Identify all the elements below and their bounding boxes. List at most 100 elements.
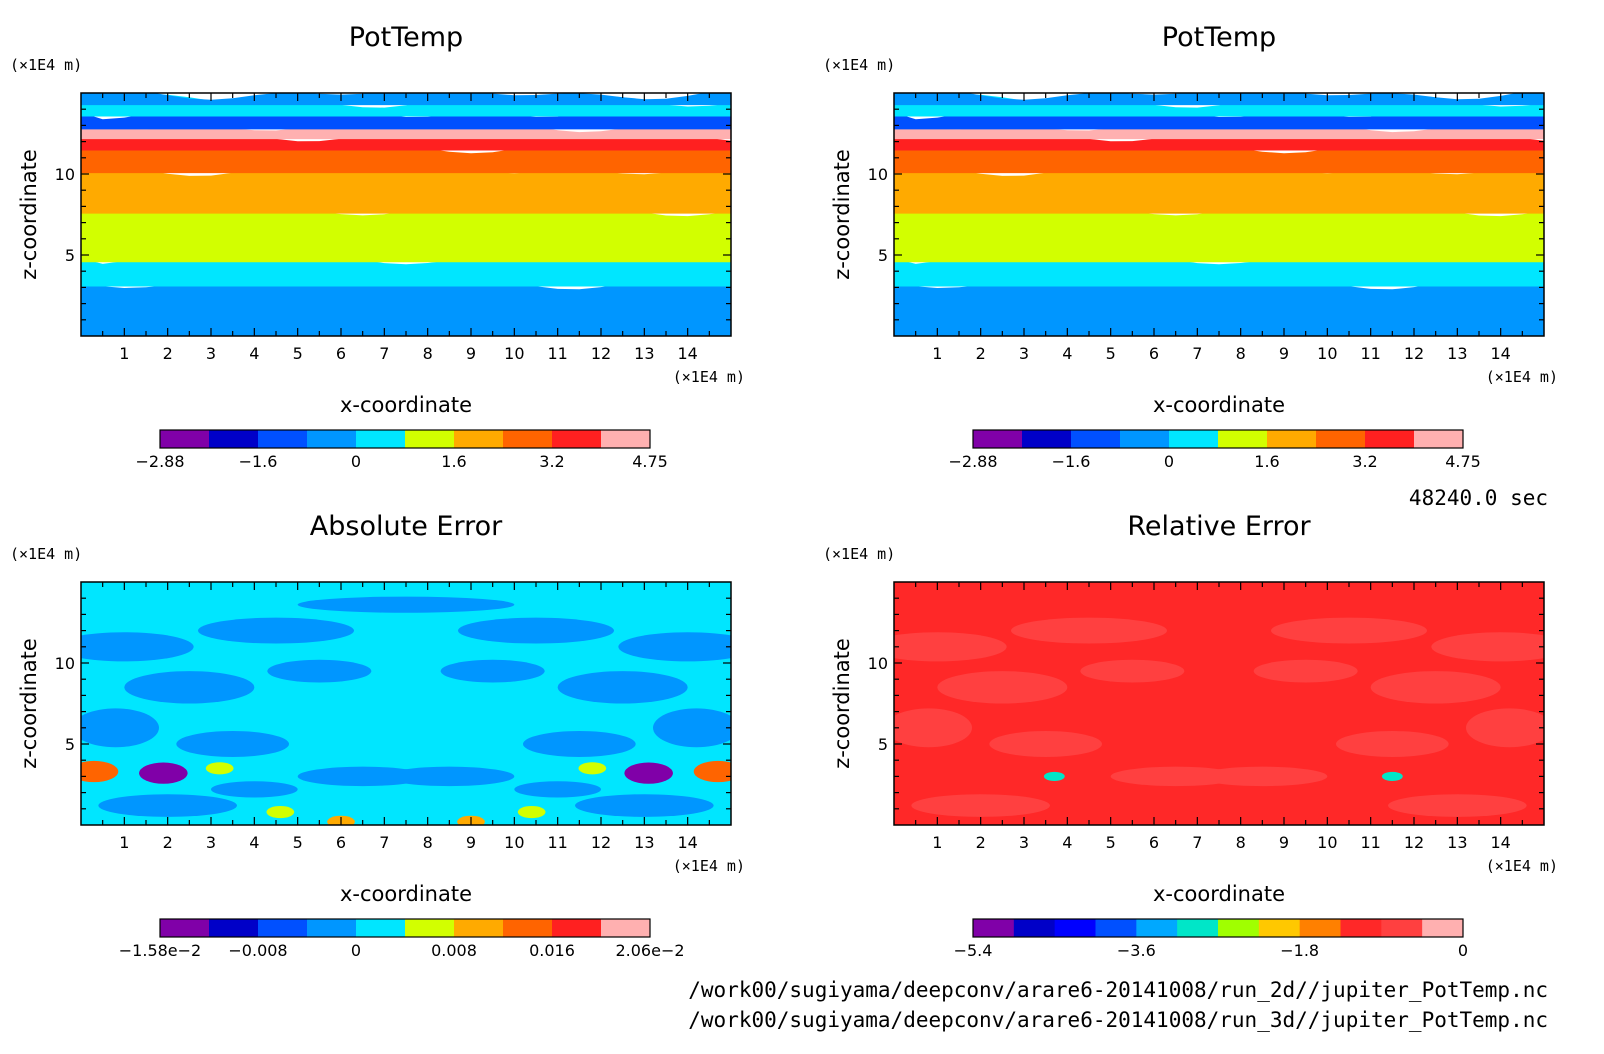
contour-patch <box>81 708 159 748</box>
x-tick-label: 3 <box>1019 344 1029 363</box>
contour-patch <box>937 671 1068 704</box>
colorbar-label: 0 <box>351 452 361 471</box>
colorbar-frame <box>972 918 1464 938</box>
colorbar-swatch <box>356 430 406 448</box>
contour-band <box>894 202 1544 263</box>
x-tick-label: 10 <box>504 833 524 852</box>
colorbar-swatch <box>356 919 406 937</box>
x-tick-label: 2 <box>976 833 986 852</box>
x-tick-label: 2 <box>163 344 173 363</box>
colorbar-label: 2.06e−2 <box>615 941 684 960</box>
panel-1: PotTemp (×1E4 m) (×1E4 m) x-coordinate z-coo… <box>823 22 1558 471</box>
x-tick-label: 13 <box>634 833 654 852</box>
contour-patch <box>297 596 515 613</box>
contour-spot <box>517 805 546 819</box>
panel-3: Relative Error (×1E4 m) (×1E4 m) x-coordina… <box>823 511 1558 960</box>
contour-field <box>81 93 731 336</box>
file-path-2: /work00/sugiyama/deepconv/arare6-2014100… <box>688 1008 1548 1032</box>
x-tick-label: 1 <box>932 344 942 363</box>
contour-patch <box>1271 617 1427 644</box>
contour-patch <box>458 617 614 644</box>
panel-2: Absolute Error (×1E4 m) (×1E4 m) x-coordina… <box>10 511 745 960</box>
contour-background <box>894 582 1544 825</box>
colorbar-swatch <box>503 430 553 448</box>
contour-patch <box>514 781 602 798</box>
colorbar-swatch <box>1365 430 1415 448</box>
colorbar-swatch <box>1136 919 1178 937</box>
chart-title: Absolute Error <box>310 511 503 542</box>
x-tick-label: 13 <box>1447 833 1467 852</box>
z-axis-label: z-coordinate <box>830 638 854 769</box>
contour-patch <box>1466 708 1544 748</box>
colorbar-swatch <box>552 919 602 937</box>
colorbar-swatch <box>1218 919 1260 937</box>
colorbar-swatch <box>1071 430 1121 448</box>
x-tick-label: 2 <box>976 344 986 363</box>
colorbar-swatch <box>405 430 455 448</box>
x-tick-label: 8 <box>423 344 433 363</box>
x-axis-label: x-coordinate <box>340 882 472 906</box>
x-tick-label: 12 <box>591 833 611 852</box>
x-unit-label: (×1E4 m) <box>1486 857 1558 875</box>
contour-patch <box>384 766 515 787</box>
colorbar-label: −0.008 <box>228 941 287 960</box>
contour-patch <box>1370 671 1501 704</box>
x-tick-label: 8 <box>423 833 433 852</box>
x-tick-label: 9 <box>1279 344 1289 363</box>
x-tick-label: 9 <box>1279 833 1289 852</box>
colorbar-swatch <box>601 919 651 937</box>
contour-patch <box>894 632 1007 662</box>
x-tick-label: 14 <box>1490 833 1510 852</box>
x-unit-label: (×1E4 m) <box>1486 368 1558 386</box>
colorbar-label: 4.75 <box>1445 452 1481 471</box>
contour-patch <box>911 794 1050 817</box>
contour-patch <box>81 632 194 662</box>
contour-spot <box>1043 771 1065 781</box>
colorbar-label: −2.88 <box>948 452 997 471</box>
colorbar-label: −1.58e−2 <box>119 941 201 960</box>
colorbar-frame <box>972 429 1464 449</box>
colorbar-label: 4.75 <box>632 452 668 471</box>
colorbar-swatch <box>601 430 651 448</box>
contour-patch <box>557 671 688 704</box>
z-axis-label: z-coordinate <box>17 149 41 280</box>
x-tick-label: 6 <box>336 344 346 363</box>
x-tick-label: 4 <box>1062 344 1072 363</box>
contour-patch <box>894 708 972 748</box>
contour-background <box>81 582 731 825</box>
chart-title: PotTemp <box>349 22 463 53</box>
x-tick-label: 4 <box>1062 833 1072 852</box>
colorbar-swatch <box>405 919 455 937</box>
x-axis-label: x-coordinate <box>1153 882 1285 906</box>
z-unit-label: (×1E4 m) <box>823 545 895 563</box>
contour-patch <box>267 659 372 683</box>
contour-patch <box>575 794 714 817</box>
z-unit-label: (×1E4 m) <box>10 56 82 74</box>
contour-spot <box>624 762 673 784</box>
contour-spot <box>693 760 731 783</box>
contour-spot <box>578 762 607 775</box>
colorbar-swatch <box>1316 430 1366 448</box>
x-tick-label: 3 <box>206 344 216 363</box>
contour-patch <box>1253 659 1358 683</box>
colorbar-swatch <box>503 919 553 937</box>
colorbar-swatch <box>1218 430 1268 448</box>
contour-spot <box>266 805 295 819</box>
contour-band <box>894 119 1544 140</box>
x-tick-label: 12 <box>1404 833 1424 852</box>
x-tick-label: 13 <box>1447 344 1467 363</box>
colorbar-label: 1.6 <box>1254 452 1279 471</box>
x-tick-label: 10 <box>504 344 524 363</box>
colorbar-swatch <box>160 430 210 448</box>
x-tick-label: 7 <box>1192 833 1202 852</box>
colorbar-label: 0 <box>351 941 361 960</box>
x-axis-label: x-coordinate <box>340 393 472 417</box>
colorbar-swatch <box>258 430 308 448</box>
x-tick-label: 7 <box>379 344 389 363</box>
contour-field <box>894 93 1544 336</box>
x-tick-label: 10 <box>1317 833 1337 852</box>
panel-0: PotTemp (×1E4 m) (×1E4 m) x-coordinate z-coo… <box>10 22 745 471</box>
x-tick-label: 11 <box>1360 833 1380 852</box>
x-tick-label: 4 <box>249 833 259 852</box>
x-tick-label: 3 <box>206 833 216 852</box>
